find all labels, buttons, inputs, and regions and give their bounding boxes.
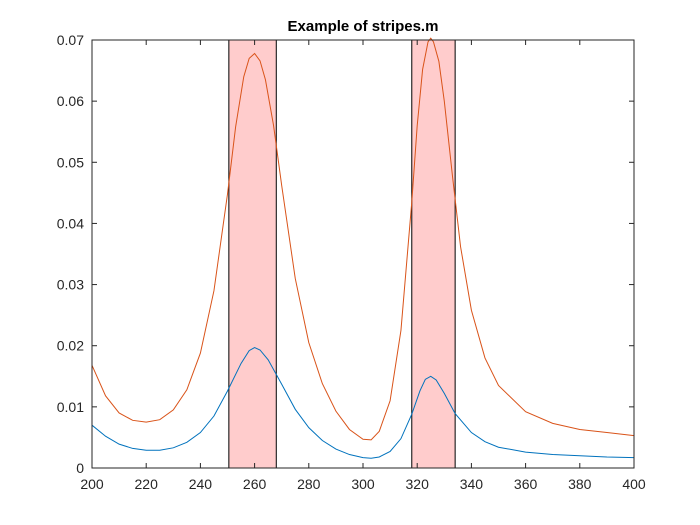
y-tick-label-1: 0.01: [57, 399, 84, 415]
x-tick-label-2: 240: [189, 476, 213, 492]
y-tick-label-6: 0.06: [57, 93, 84, 109]
x-tick-label-10: 400: [622, 476, 646, 492]
series-line-2: [91, 37, 635, 441]
x-tick-label-7: 340: [460, 476, 484, 492]
x-tick-label-4: 280: [297, 476, 321, 492]
y-tick-label-2: 0.02: [57, 338, 84, 354]
x-tick-label-1: 220: [135, 476, 159, 492]
x-tick-label-0: 200: [80, 476, 104, 492]
chart-title: Example of stripes.m: [288, 18, 439, 35]
axes-background: [92, 40, 634, 468]
stripe-1: [228, 39, 277, 469]
x-tick-label-8: 360: [514, 476, 538, 492]
x-tick-label-3: 260: [243, 476, 267, 492]
y-tick-label-5: 0.05: [57, 154, 84, 170]
stripe-2: [411, 39, 456, 469]
x-axis: 200 220 240 260 280 300 320 340 360 380 400: [80, 40, 646, 492]
x-tick-label-5: 300: [351, 476, 375, 492]
x-tick-label-9: 380: [568, 476, 592, 492]
y-tick-label-7: 0.07: [57, 32, 84, 48]
x-tick-label-6: 320: [406, 476, 430, 492]
y-tick-label-3: 0.03: [57, 277, 84, 293]
y-tick-label-0: 0: [76, 460, 84, 476]
y-tick-label-4: 0.04: [57, 215, 84, 231]
y-axis: 0 0.01 0.02 0.03 0.04 0.05 0.06 0.07: [57, 32, 634, 476]
series-line-1: [91, 346, 635, 459]
lines-layer: [91, 37, 635, 459]
